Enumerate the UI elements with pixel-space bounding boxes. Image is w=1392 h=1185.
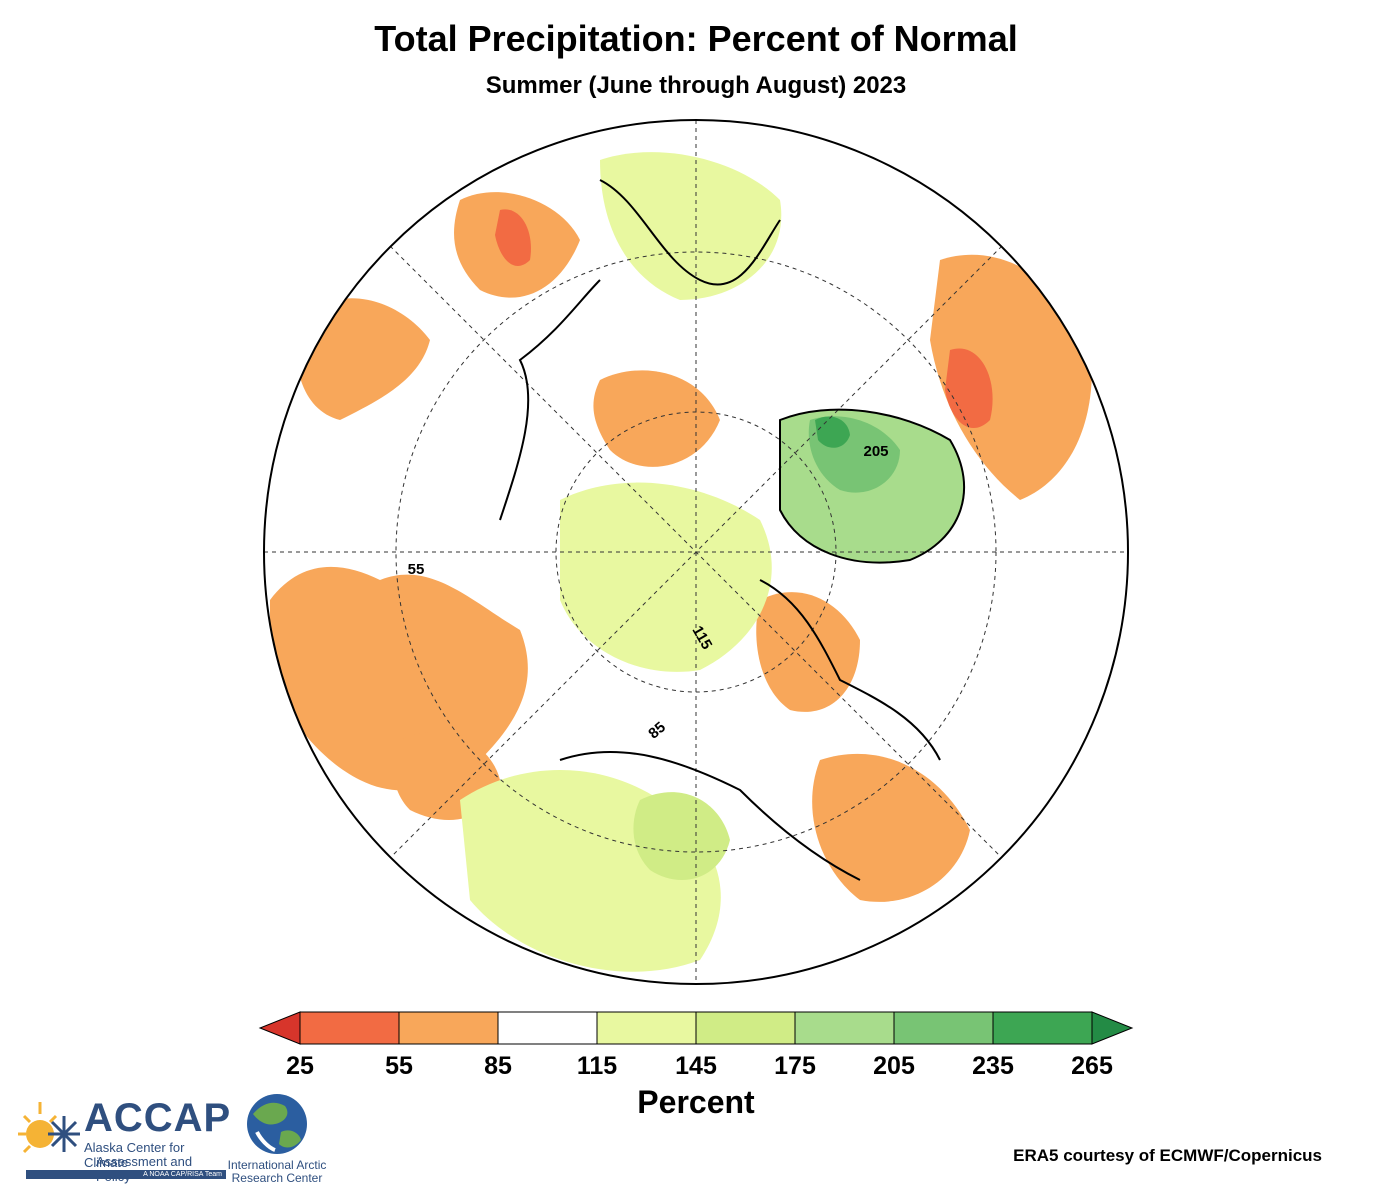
- wet-region-scandinavia: [600, 152, 782, 300]
- data-credit: ERA5 courtesy of ECMWF/Copernicus: [1013, 1146, 1322, 1165]
- very-dry-region: [945, 348, 993, 429]
- colorbar-tick-label: 145: [675, 1052, 717, 1080]
- colorbar-tick-label: 175: [774, 1052, 816, 1080]
- colorbar-bin: [299, 1011, 400, 1045]
- map-subtitle: Summer (June through August) 2023: [485, 72, 907, 99]
- accap-line2: Assessment and Policy: [96, 1154, 193, 1184]
- colorbar-bin: [893, 1011, 994, 1045]
- colorbar-bin: [992, 1011, 1093, 1045]
- iarc-logo: International Arctic Research Center: [222, 1092, 332, 1185]
- colorbar-tick-label: 25: [286, 1052, 314, 1080]
- accap-tag: A NOAA CAP/RISA Team: [26, 1170, 226, 1179]
- colorbar-tick-label: 235: [972, 1052, 1014, 1080]
- dry-region-canada: [756, 592, 860, 712]
- colorbar-tick-label: 115: [576, 1052, 618, 1080]
- map-fill: [264, 120, 1128, 984]
- dry-region-southeast: [812, 753, 970, 902]
- wet-region-greenland-peak: [815, 416, 850, 448]
- dry-region-east: [930, 254, 1092, 500]
- dry-region-west: [296, 298, 430, 420]
- contour-label-205: 205: [863, 443, 888, 460]
- colorbar-bin: [497, 1011, 598, 1045]
- contour-label-55: 55: [408, 561, 425, 578]
- wet-region-arctic-ocean: [560, 482, 772, 672]
- iarc-line1: International Arctic: [227, 1158, 327, 1172]
- accap-name: ACCAP: [84, 1096, 232, 1140]
- map-title: Total Precipitation: Percent of Normal: [374, 18, 1018, 59]
- colorbar-tick-label: 265: [1071, 1052, 1113, 1080]
- colorbar-tick-label: 55: [385, 1052, 413, 1080]
- colorbar-bin: [695, 1011, 796, 1045]
- colorbar-under-arrow: [258, 1011, 301, 1045]
- map-boundary: [263, 119, 1129, 985]
- colorbar-bin: [794, 1011, 895, 1045]
- colorbar-tick-label: 85: [484, 1052, 512, 1080]
- very-dry-region-north: [495, 209, 531, 266]
- iarc-line2: Research Center: [231, 1171, 323, 1185]
- wet-region-alaska-core: [633, 792, 730, 880]
- colorbar-over-arrow: [1091, 1011, 1134, 1045]
- globe-icon: [247, 1094, 307, 1154]
- sun-snowflake-icon: [18, 1102, 80, 1154]
- accap-logo: ACCAP Alaska Center for Climate Assessme…: [12, 1096, 230, 1184]
- dry-region-east-siberia: [270, 566, 528, 791]
- dry-region-center: [593, 370, 720, 467]
- colorbar-title: Percent: [637, 1084, 755, 1120]
- accap-line1: Alaska Center for Climate: [84, 1140, 185, 1170]
- colorbar-bin: [596, 1011, 697, 1045]
- colorbar-bin: [398, 1011, 499, 1045]
- colorbar: [258, 1011, 1134, 1045]
- colorbar-tick-label: 205: [873, 1052, 915, 1080]
